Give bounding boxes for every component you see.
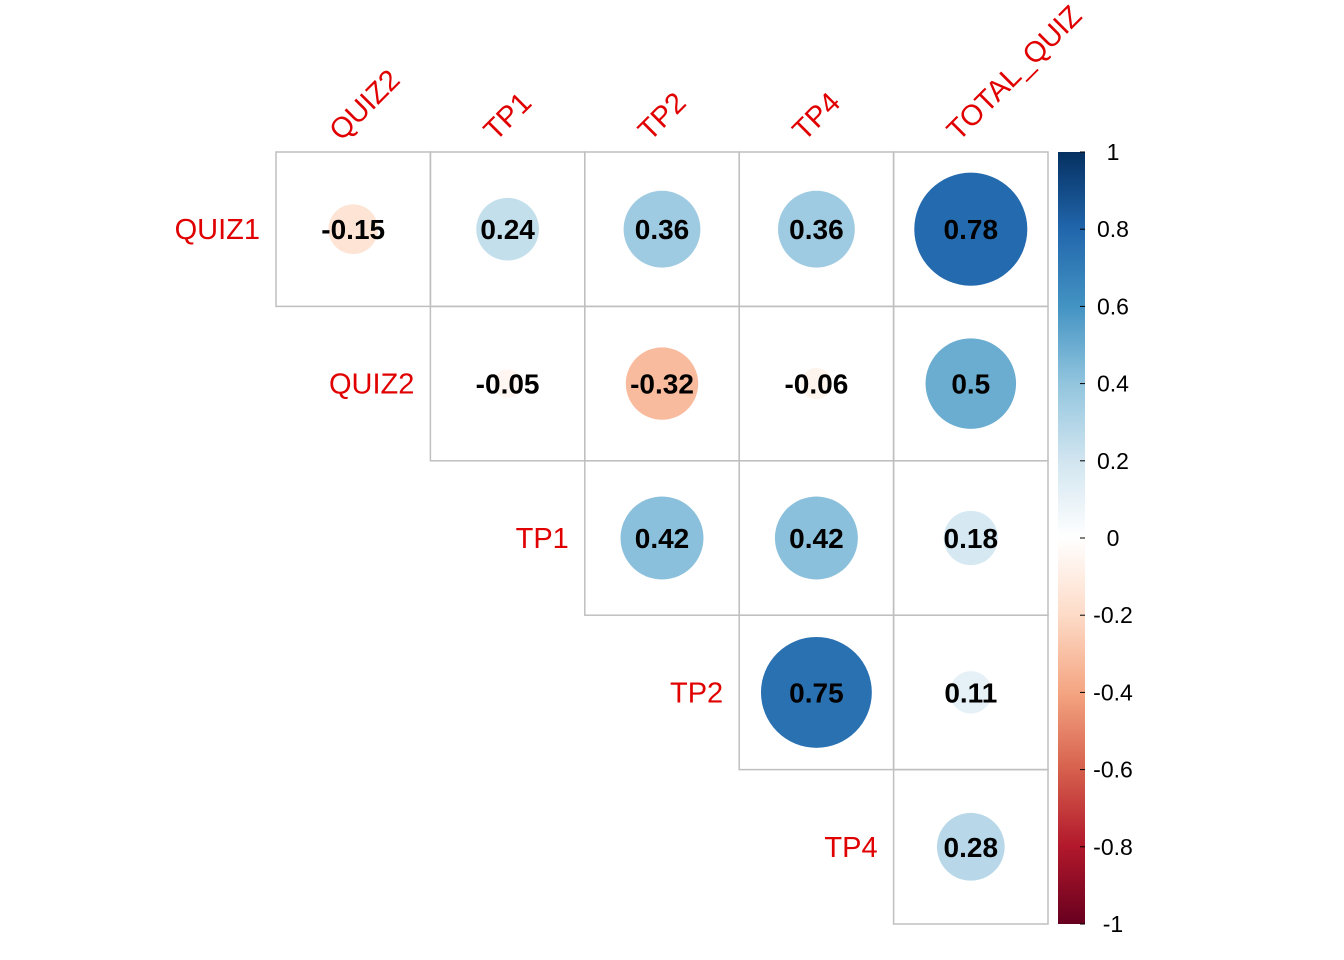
colorbar-tick-label: -0.8: [1093, 834, 1133, 860]
colorbar-legend: 1 0.8 0.6 0.4 0.2 0 -0.2 -0.4 -0.6 -0.8 -1: [1058, 139, 1133, 937]
colorbar-tick-label: 0.4: [1097, 371, 1129, 397]
row-labels: QUIZ1 QUIZ2 TP1 TP2 TP4: [175, 214, 878, 864]
correlation-circle: [800, 367, 833, 400]
colorbar-tick-label: -0.6: [1093, 757, 1133, 783]
correlation-circle: [774, 496, 858, 580]
value-label: 0.75: [789, 677, 844, 708]
correlation-circle: [328, 204, 378, 254]
correlation-circle: [625, 347, 699, 420]
value-label: 0.42: [789, 523, 844, 554]
correlation-circle: [936, 812, 1005, 881]
row-label: QUIZ1: [175, 214, 260, 246]
value-label: -0.05: [476, 369, 540, 400]
colorbar-tick-label: 1: [1107, 139, 1120, 165]
value-label: 0.11: [944, 677, 997, 708]
correlation-circle: [778, 190, 855, 268]
column-labels: QUIZ2 TP1 TP2 TP4 TOTAL_QUIZ: [324, 0, 1089, 147]
colorbar-tick-label: 0.2: [1097, 448, 1129, 474]
colorbar-tick-label: 0: [1107, 525, 1120, 551]
correlation-circle: [620, 496, 704, 580]
grid-cell: [892, 768, 1049, 925]
value-label: 0.24: [480, 214, 535, 245]
column-label: QUIZ2: [324, 64, 407, 147]
colorbar-tick-label: -0.2: [1093, 602, 1133, 628]
column-label: TOTAL_QUIZ: [941, 0, 1088, 147]
column-label: TP1: [478, 87, 538, 147]
value-label: -0.06: [784, 369, 848, 400]
correlation-circle: [914, 172, 1028, 286]
correlation-circle: [493, 369, 522, 398]
colorbar-tick-label: -0.4: [1093, 679, 1133, 705]
correlation-circle: [949, 671, 993, 714]
column-label: TP2: [632, 87, 692, 147]
value-label: 0.5: [951, 369, 990, 400]
correlation-circle: [925, 338, 1017, 429]
value-label: 0.42: [635, 523, 690, 554]
row-label: TP4: [824, 832, 877, 864]
value-label: 0.78: [944, 214, 999, 245]
grid-cells: [275, 151, 1049, 925]
row-label: TP1: [516, 523, 569, 555]
value-label: 0.28: [944, 832, 999, 863]
row-label: TP2: [670, 677, 723, 709]
value-label: -0.15: [321, 214, 385, 245]
column-label: TP4: [787, 87, 847, 147]
correlation-circle: [943, 510, 998, 566]
value-label: 0.36: [789, 214, 844, 245]
correlation-circle: [623, 190, 701, 268]
value-label: -0.32: [630, 369, 694, 400]
correlation-circle: [760, 636, 872, 748]
colorbar-tick-label: 0.6: [1097, 293, 1129, 319]
correlation-circles: [328, 172, 1028, 881]
row-label: QUIZ2: [329, 369, 414, 401]
correlation-circle: [476, 197, 539, 261]
value-label: 0.18: [944, 523, 999, 554]
value-label: 0.36: [635, 214, 690, 245]
colorbar-tick-label: 0.8: [1097, 216, 1129, 242]
colorbar-tick-label: -1: [1103, 911, 1123, 937]
value-labels: -0.15 0.24 0.36 0.36 0.78 -0.05 -0.32 -0.06 0.5 0…: [321, 214, 998, 863]
